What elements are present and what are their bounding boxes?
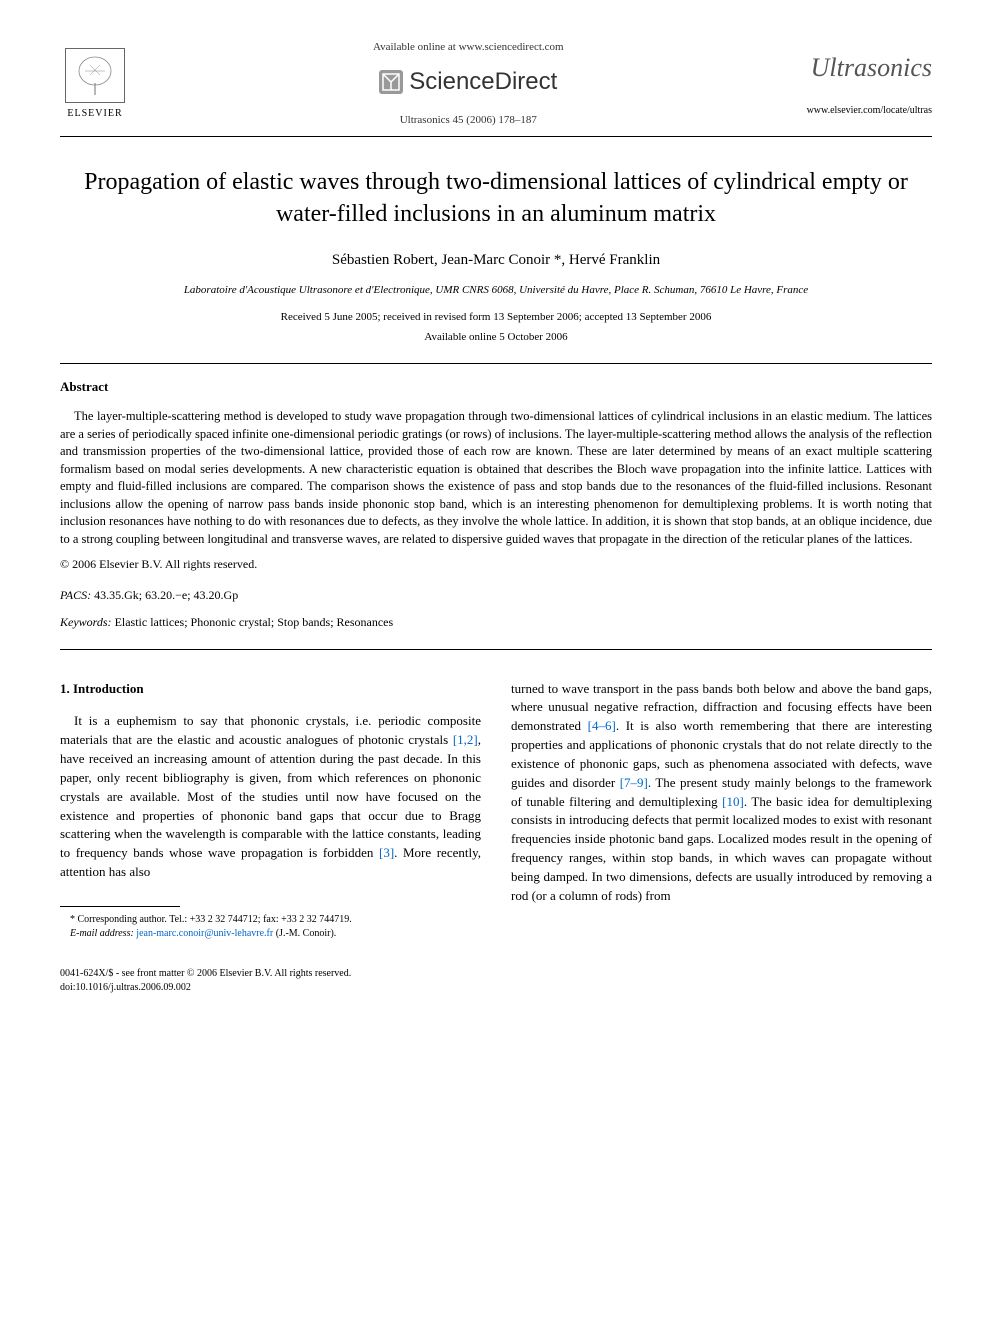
elsevier-logo: ELSEVIER bbox=[60, 44, 130, 124]
intro-paragraph-right: turned to wave transport in the pass ban… bbox=[511, 680, 932, 906]
intro-paragraph-left: It is a euphemism to say that phononic c… bbox=[60, 712, 481, 882]
footer-line-1: 0041-624X/$ - see front matter © 2006 El… bbox=[60, 967, 932, 981]
email-label: E-mail address: bbox=[70, 928, 134, 939]
email-link[interactable]: jean-marc.conoir@univ-lehavre.fr bbox=[136, 928, 273, 939]
intro-text-1: It is a euphemism to say that phononic c… bbox=[60, 713, 481, 747]
abstract-top-divider bbox=[60, 363, 932, 364]
pacs-label: PACS: bbox=[60, 588, 91, 602]
pacs-values: 43.35.Gk; 63.20.−e; 43.20.Gp bbox=[94, 588, 238, 602]
intro-text-7: . The basic idea for demultiplexing cons… bbox=[511, 794, 932, 903]
footnote-divider bbox=[60, 906, 180, 907]
copyright: © 2006 Elsevier B.V. All rights reserved… bbox=[60, 556, 932, 573]
article-title: Propagation of elastic waves through two… bbox=[60, 167, 932, 229]
sciencedirect-icon bbox=[379, 70, 403, 94]
abstract-heading: Abstract bbox=[60, 378, 932, 396]
citation-text: Ultrasonics 45 (2006) 178–187 bbox=[130, 113, 807, 128]
ref-link-3[interactable]: [4–6] bbox=[588, 718, 616, 733]
footer: 0041-624X/$ - see front matter © 2006 El… bbox=[60, 967, 932, 995]
sciencedirect-text: ScienceDirect bbox=[409, 65, 557, 99]
available-online-text: Available online at www.sciencedirect.co… bbox=[130, 40, 807, 55]
abstract-body: The layer-multiple-scattering method is … bbox=[60, 409, 932, 546]
ref-link-2[interactable]: [3] bbox=[379, 845, 394, 860]
center-header: Available online at www.sciencedirect.co… bbox=[130, 40, 807, 128]
abstract-text: The layer-multiple-scattering method is … bbox=[60, 408, 932, 548]
intro-text-2: , have received an increasing amount of … bbox=[60, 732, 481, 860]
pacs-line: PACS: 43.35.Gk; 63.20.−e; 43.20.Gp bbox=[60, 587, 932, 604]
ref-link-1[interactable]: [1,2] bbox=[453, 732, 478, 747]
received-dates: Received 5 June 2005; received in revise… bbox=[60, 310, 932, 325]
elsevier-tree-icon bbox=[65, 48, 125, 103]
available-online-date: Available online 5 October 2006 bbox=[60, 330, 932, 345]
authors: Sébastien Robert, Jean-Marc Conoir *, He… bbox=[60, 250, 932, 271]
journal-url: www.elsevier.com/locate/ultras bbox=[807, 104, 932, 118]
affiliation: Laboratoire d'Acoustique Ultrasonore et … bbox=[60, 283, 932, 298]
intro-heading: 1. Introduction bbox=[60, 680, 481, 699]
abstract-bottom-divider bbox=[60, 649, 932, 650]
ref-link-5[interactable]: [10] bbox=[722, 794, 744, 809]
email-suffix: (J.-M. Conoir). bbox=[276, 928, 337, 939]
footer-line-2: doi:10.1016/j.ultras.2006.09.002 bbox=[60, 981, 932, 995]
email-footnote: E-mail address: jean-marc.conoir@univ-le… bbox=[60, 927, 481, 941]
journal-logo-block: Ultrasonics www.elsevier.com/locate/ultr… bbox=[807, 50, 932, 118]
keywords-line: Keywords: Elastic lattices; Phononic cry… bbox=[60, 614, 932, 631]
body-columns: 1. Introduction It is a euphemism to say… bbox=[60, 680, 932, 941]
corresponding-author-footnote: * Corresponding author. Tel.: +33 2 32 7… bbox=[60, 913, 481, 927]
sciencedirect-logo: ScienceDirect bbox=[130, 65, 807, 99]
elsevier-label: ELSEVIER bbox=[67, 107, 122, 121]
keywords-values: Elastic lattices; Phononic crystal; Stop… bbox=[115, 615, 394, 629]
right-column: turned to wave transport in the pass ban… bbox=[511, 680, 932, 941]
header-row: ELSEVIER Available online at www.science… bbox=[60, 40, 932, 128]
ref-link-4[interactable]: [7–9] bbox=[620, 775, 648, 790]
header-divider bbox=[60, 136, 932, 137]
journal-name: Ultrasonics bbox=[807, 50, 932, 86]
keywords-label: Keywords: bbox=[60, 615, 112, 629]
left-column: 1. Introduction It is a euphemism to say… bbox=[60, 680, 481, 941]
